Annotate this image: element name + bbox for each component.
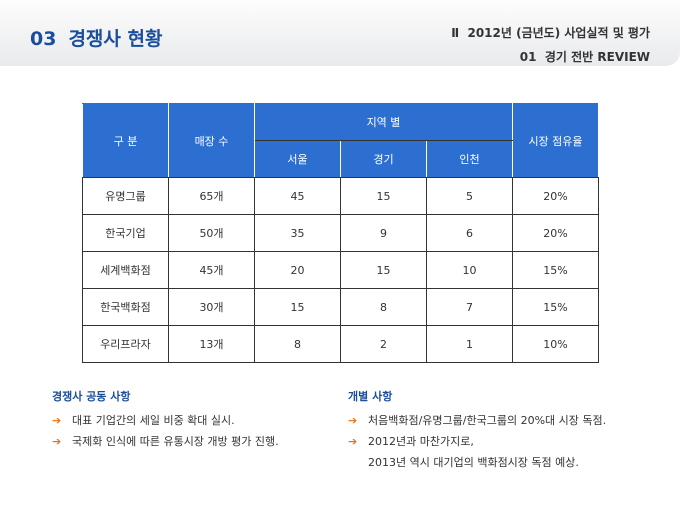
table-cell: 20	[254, 251, 341, 289]
note-text: 2012년과 마찬가지로,	[368, 435, 474, 448]
slide-title: 03 경쟁사 현황	[30, 24, 162, 51]
table-cell: 30개	[168, 288, 255, 326]
table-cell: 50개	[168, 214, 255, 252]
table-cell: 한국기업	[82, 214, 169, 252]
table-cell: 15	[340, 251, 427, 289]
table-cell: 세계백화점	[82, 251, 169, 289]
section-number: 03	[30, 28, 57, 50]
chapter-number: Ⅱ	[451, 26, 460, 40]
bullet-arrow: ➔	[348, 414, 358, 427]
note-line: 2013년 역시 대기업의 백화점시장 독점 예상.	[348, 452, 606, 473]
table-cell: 한국백화점	[82, 288, 169, 326]
table-cell: 15%	[512, 251, 599, 289]
table-cell: 45개	[168, 251, 255, 289]
header-cell: 지역 별	[254, 103, 513, 141]
note-text: 처음백화점/유명그룹/한국그룹의 20%대 시장 독점.	[368, 414, 607, 427]
table-cell: 35	[254, 214, 341, 252]
table-cell: 13개	[168, 325, 255, 363]
chapter-title: 2012년 (금년도) 사업실적 및 평가	[467, 26, 650, 40]
table-cell: 1	[426, 325, 513, 363]
note-line: ➔ 2012년과 마찬가지로,	[348, 431, 606, 452]
title-text: 경쟁사 현황	[68, 28, 163, 50]
table-cell: 20%	[512, 214, 599, 252]
note-heading: 개별 사항	[348, 390, 393, 403]
note-block: 개별 사항 ➔ 처음백화점/유명그룹/한국그룹의 20%대 시장 독점. ➔ 2012년…	[348, 388, 606, 473]
bullet-arrow: ➔	[52, 435, 62, 448]
table-row: 우리프라자 13개 8 2 1 10%	[82, 325, 599, 363]
table-cell: 5	[426, 177, 513, 215]
note-text: 2013년 역시 대기업의 백화점시장 독점 예상.	[368, 456, 579, 469]
competitor-table: 구 분 매장 수 지역 별 시장 점유율 서울 경기 인천 유명그룹 65개 45 15 5…	[82, 103, 599, 363]
header-cell: 매장 수	[168, 103, 255, 178]
table-cell: 2	[340, 325, 427, 363]
table-cell: 10%	[512, 325, 599, 363]
header-cell: 경기	[340, 140, 427, 178]
table-row: 유명그룹 65개 45 15 5 20%	[82, 177, 599, 215]
header-cell: 구 분	[82, 103, 169, 178]
table-row: 한국기업 50개 35 9 6 20%	[82, 214, 599, 252]
table-cell: 8	[254, 325, 341, 363]
subsection-title: 경기 전반 REVIEW	[544, 50, 650, 64]
note-line: ➔ 대표 기업간의 세일 비중 확대 실시.	[52, 410, 279, 431]
table-cell: 우리프라자	[82, 325, 169, 363]
table-row: 한국백화점 30개 15 8 7 15%	[82, 288, 599, 326]
table-cell: 15	[254, 288, 341, 326]
note-line: ➔ 처음백화점/유명그룹/한국그룹의 20%대 시장 독점.	[348, 410, 606, 431]
table-cell: 15	[340, 177, 427, 215]
table-cell: 45	[254, 177, 341, 215]
subsection-number: 01	[519, 50, 537, 64]
table-cell: 65개	[168, 177, 255, 215]
header-cell: 시장 점유율	[512, 103, 599, 178]
table-row: 세계백화점 45개 20 15 10 15%	[82, 251, 599, 289]
table-cell: 6	[426, 214, 513, 252]
table-cell: 9	[340, 214, 427, 252]
note-line: ➔ 국제화 인식에 따른 유통시장 개방 평가 진행.	[52, 431, 279, 452]
bullet-arrow: ➔	[348, 435, 358, 448]
table-cell: 유명그룹	[82, 177, 169, 215]
chapter: Ⅱ 2012년 (금년도) 사업실적 및 평가	[451, 24, 650, 41]
header-band	[0, 0, 680, 66]
header-cell: 서울	[254, 140, 341, 178]
note-heading: 경쟁사 공동 사항	[52, 390, 131, 403]
note-block: 경쟁사 공동 사항 ➔ 대표 기업간의 세일 비중 확대 실시. ➔ 국제화 인식에 따…	[52, 388, 279, 452]
table-cell: 10	[426, 251, 513, 289]
subsection: 01 경기 전반 REVIEW	[520, 48, 650, 65]
note-text: 대표 기업간의 세일 비중 확대 실시.	[72, 414, 235, 427]
table-cell: 7	[426, 288, 513, 326]
header-cell: 인천	[426, 140, 513, 178]
bullet-arrow: ➔	[52, 414, 62, 427]
table-cell: 20%	[512, 177, 599, 215]
note-text: 국제화 인식에 따른 유통시장 개방 평가 진행.	[72, 435, 279, 448]
table-cell: 8	[340, 288, 427, 326]
table-cell: 15%	[512, 288, 599, 326]
